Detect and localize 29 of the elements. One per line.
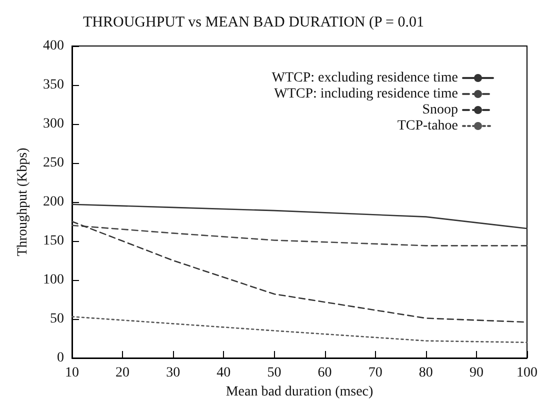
x-axis-title: Mean bad duration (msec) xyxy=(226,384,374,400)
y-axis-title: Throughput (Kbps) xyxy=(16,147,30,256)
x-tick-label: 30 xyxy=(166,366,180,380)
y-tick-label: 100 xyxy=(43,272,64,288)
legend-label: TCP-tahoe xyxy=(397,118,458,134)
line-series xyxy=(71,316,528,344)
y-tick-label: 0 xyxy=(57,350,64,366)
y-tick-label: 350 xyxy=(43,78,64,92)
legend-label: WTCP: excluding residence time xyxy=(272,70,458,86)
y-tick-label: 200 xyxy=(43,194,64,210)
y-tick-label: 250 xyxy=(43,156,64,170)
legend-label: Snoop xyxy=(422,102,458,118)
x-tick-label: 80 xyxy=(418,366,433,380)
x-tick-label: 100 xyxy=(516,366,538,380)
y-tick-label: 150 xyxy=(43,234,64,248)
y-tick-label: 300 xyxy=(43,116,64,132)
line-series xyxy=(71,224,528,246)
legend-label: WTCP: including residence time xyxy=(274,86,458,102)
chart-title: THROUGHPUT vs MEAN BAD DURATION (P = 0.01 xyxy=(83,14,424,30)
x-tick-label: 10 xyxy=(65,366,79,380)
y-tick-label: 400 xyxy=(43,38,64,54)
x-tick-label: 70 xyxy=(368,366,382,380)
x-tick-label: 50 xyxy=(267,366,282,380)
y-tick-label: 50 xyxy=(50,312,64,326)
line-series xyxy=(71,204,528,230)
x-tick-label: 90 xyxy=(469,366,484,380)
x-tick-label: 40 xyxy=(216,366,231,380)
x-tick-label: 60 xyxy=(318,366,332,380)
x-tick-label: 20 xyxy=(116,366,130,380)
